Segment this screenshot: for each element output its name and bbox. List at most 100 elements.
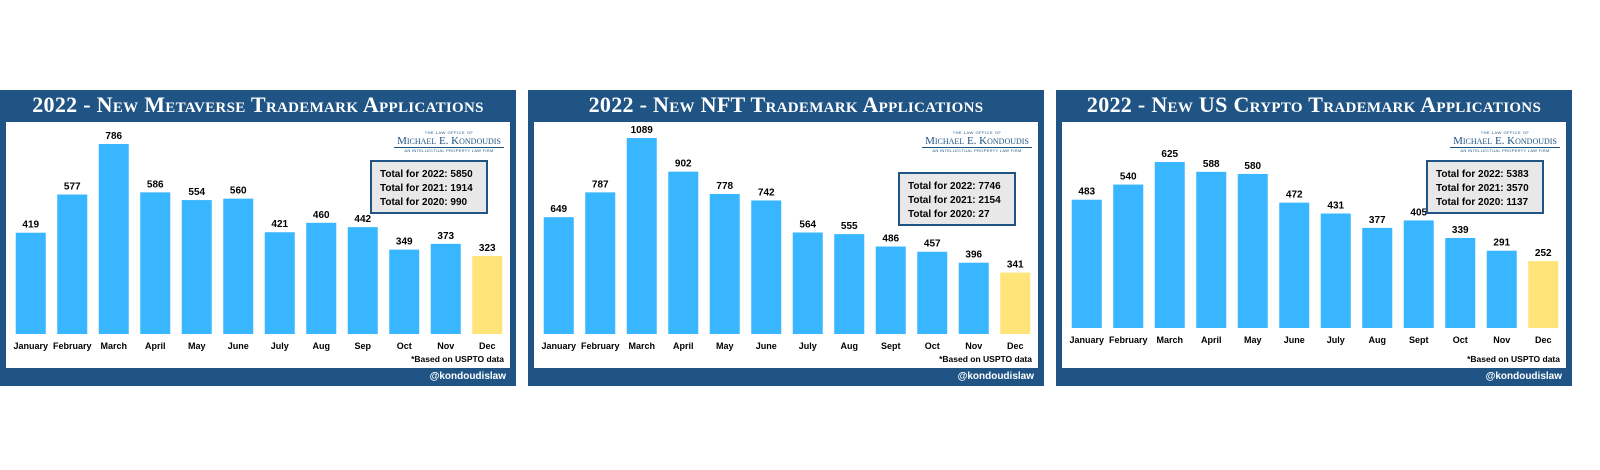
value-label: 564 [799,219,816,230]
value-label: 349 [396,237,413,248]
category-label: February [53,341,92,351]
value-label: 1089 [631,125,654,136]
category-label: January [13,341,48,351]
category-label: Nov [1493,335,1510,345]
bar-sept [1403,220,1434,328]
bar-may [1237,173,1268,328]
chart-area: 419 January 577 February 786 March 586 April 554… [6,122,510,368]
category-label: April [1201,335,1222,345]
bar-july [264,232,295,334]
panel-title: 2022 - New Metaverse Trademark Applicati… [32,92,484,117]
category-label: May [716,341,734,351]
value-label: 421 [271,219,288,230]
value-label: 323 [479,243,496,254]
value-label: 625 [1161,149,1178,160]
bar-march [1154,162,1185,328]
bar-february [585,192,616,334]
value-label: 902 [675,159,692,170]
logo-line-2: Michael E. Kondoudis [925,135,1029,147]
bar-oct [917,251,948,334]
panel-title: 2022 - New US Crypto Trademark Applicati… [1086,92,1542,117]
chart-area: 649 January 787 February 1089 March 902 April 77… [534,122,1038,368]
value-label: 742 [758,187,775,198]
social-handle: @kondoudislaw [957,371,1034,382]
bar-march [98,144,129,334]
value-label: 373 [437,231,454,242]
category-label: March [1156,335,1183,345]
value-label: 460 [313,210,330,221]
logo-line-2: Michael E. Kondoudis [397,135,501,147]
crypto-panel: 2022 - New US Crypto Trademark Applicati… [1056,90,1572,386]
value-label: 577 [64,182,81,193]
category-label: Oct [925,341,940,351]
bar-dec [1528,261,1559,328]
bar-sep [347,227,378,334]
logo-line-3: AN INTELLECTUAL PROPERTY LAW FIRM [394,147,504,153]
bar-february [1113,184,1144,328]
category-label: June [1284,335,1305,345]
total-2022: Total for 2022: 5850 [380,169,473,180]
category-label: Dec [1007,341,1024,351]
bar-july [1320,213,1351,328]
category-label: January [1069,335,1104,345]
bar-june [1279,202,1310,328]
bar-aug [1362,227,1393,328]
category-label: February [1109,335,1148,345]
category-label: June [228,341,249,351]
category-label: May [188,341,206,351]
category-label: April [145,341,166,351]
total-2021: Total for 2021: 2154 [908,195,1001,206]
category-label: Nov [437,341,454,351]
value-label: 586 [147,179,164,190]
nft-panel: 2022 - New NFT Trademark Applications 64… [528,90,1044,386]
value-label: 431 [1327,201,1344,212]
bar-aug [834,234,865,334]
value-label: 554 [188,187,205,198]
value-label: 419 [22,220,39,231]
bar-nov [1486,250,1517,328]
bar-oct [1445,237,1476,328]
total-2022: Total for 2022: 7746 [908,181,1001,192]
logo-line-1: THE LAW OFFICE OF [1480,130,1530,135]
value-label: 442 [354,214,371,225]
value-label: 560 [230,186,247,197]
value-label: 377 [1369,215,1386,226]
value-label: 555 [841,221,858,232]
bar-july [792,232,823,334]
value-label: 396 [965,250,982,261]
law-office-logo: THE LAW OFFICE OF Michael E. Kondoudis A… [1450,130,1560,153]
chart-area: 483 January 540 February 625 March 588 April 580… [1062,122,1566,368]
bar-nov [430,243,461,334]
bar-june [223,198,254,334]
value-label: 649 [550,204,567,215]
logo-line-1: THE LAW OFFICE OF [424,130,474,135]
value-label: 778 [716,181,733,192]
value-label: 252 [1535,248,1552,259]
value-label: 580 [1244,161,1261,172]
total-2020: Total for 2020: 27 [908,209,990,220]
bar-april [140,192,171,334]
category-label: July [1327,335,1345,345]
value-label: 291 [1493,238,1510,249]
bar-sept [875,246,906,334]
bar-january [1071,199,1102,328]
value-label: 472 [1286,190,1303,201]
social-handle: @kondoudislaw [1485,371,1562,382]
bar-april [668,171,699,334]
value-label: 483 [1078,187,1095,198]
total-2020: Total for 2020: 1137 [1436,197,1529,208]
logo-line-3: AN INTELLECTUAL PROPERTY LAW FIRM [922,147,1032,153]
source-note: *Based on USPTO data [1467,354,1560,364]
category-label: July [271,341,289,351]
source-note: *Based on USPTO data [411,354,504,364]
panel-title: 2022 - New NFT Trademark Applications [588,92,984,117]
total-2021: Total for 2021: 1914 [380,183,473,194]
category-label: Nov [965,341,982,351]
bar-nov [958,262,989,334]
social-handle: @kondoudislaw [429,371,506,382]
bar-april [1196,171,1227,328]
value-label: 341 [1007,260,1024,271]
bar-aug [306,222,337,334]
bar-dec [1000,272,1031,334]
value-label: 339 [1452,225,1469,236]
